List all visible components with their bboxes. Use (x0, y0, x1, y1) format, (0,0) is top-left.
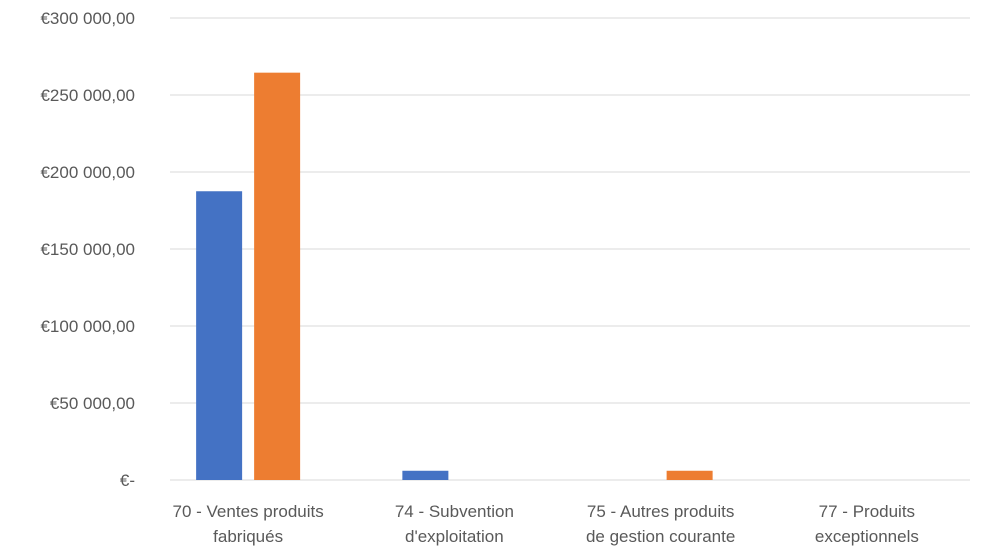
bars (196, 72, 713, 481)
y-tick-label: €100 000,00 (40, 317, 135, 336)
x-category-label: fabriqués (213, 527, 283, 546)
bar-series-2-cat-1 (254, 72, 301, 481)
x-category-label: 74 - Subvention (395, 502, 514, 521)
y-tick-label: €200 000,00 (40, 163, 135, 182)
y-tick-label: €- (120, 471, 135, 490)
bar-series-2-cat-3 (666, 470, 713, 480)
gridlines (170, 17, 970, 481)
x-axis-category-labels: 70 - Ventes produits fabriqués 74 - Subven… (173, 502, 919, 546)
y-tick-label: €50 000,00 (50, 394, 135, 413)
bar-series-1-cat-2 (402, 470, 449, 480)
x-category-label: 77 - Produits (819, 502, 915, 521)
bar-series-1-cat-1 (196, 191, 243, 480)
y-tick-label: €300 000,00 (40, 9, 135, 28)
y-axis-tick-labels: €- €50 000,00 €100 000,00 €150 000,00 €200 0… (40, 9, 135, 490)
x-category-label: de gestion courante (586, 527, 735, 546)
x-category-label: d'exploitation (405, 527, 504, 546)
y-tick-label: €150 000,00 (40, 240, 135, 259)
y-tick-label: €250 000,00 (40, 86, 135, 105)
x-category-label: 70 - Ventes produits (173, 502, 324, 521)
x-category-label: 75 - Autres produits (587, 502, 734, 521)
x-category-label: exceptionnels (815, 527, 919, 546)
